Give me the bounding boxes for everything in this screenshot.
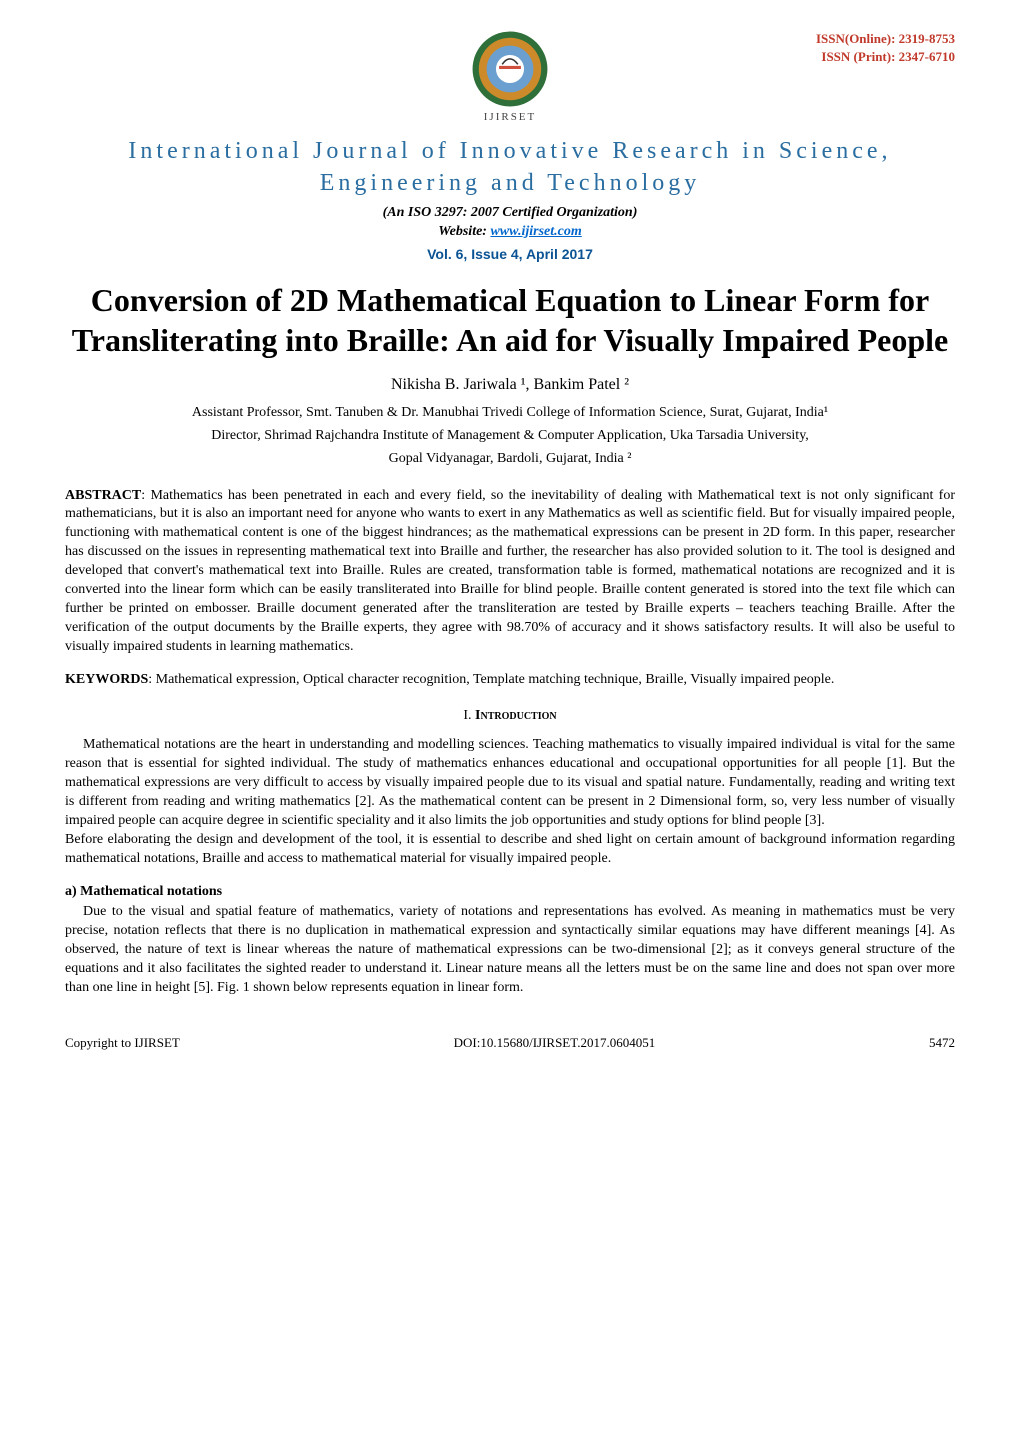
journal-name-line2: Engineering and Technology (65, 167, 955, 199)
keywords-text: : Mathematical expression, Optical chara… (148, 672, 834, 687)
website-link[interactable]: www.ijirset.com (490, 224, 581, 239)
section-heading-1: I. Introduction (65, 707, 955, 726)
keywords-label: KEYWORDS (65, 672, 148, 687)
logo-label: IJIRSET (471, 110, 549, 125)
keywords-paragraph: KEYWORDS: Mathematical expression, Optic… (65, 671, 955, 690)
page-footer: Copyright to IJIRSET DOI:10.15680/IJIRSE… (65, 1034, 955, 1052)
header-row: IJIRSET ISSN(Online): 2319-8753 ISSN (Pr… (65, 30, 955, 125)
journal-logo-icon (471, 30, 549, 108)
intro-paragraph-1: Mathematical notations are the heart in … (65, 736, 955, 830)
affiliation-3: Gopal Vidyanagar, Bardoli, Gujarat, Indi… (65, 450, 955, 469)
issn-block: ISSN(Online): 2319-8753 ISSN (Print): 23… (755, 30, 955, 65)
notations-paragraph: Due to the visual and spatial feature of… (65, 903, 955, 997)
intro-paragraph-2: Before elaborating the design and develo… (65, 831, 955, 869)
issn-print: ISSN (Print): 2347-6710 (755, 48, 955, 66)
affiliation-1: Assistant Professor, Smt. Tanuben & Dr. … (65, 404, 955, 423)
affiliation-2: Director, Shrimad Rajchandra Institute o… (65, 427, 955, 446)
volume-issue: Vol. 6, Issue 4, April 2017 (65, 245, 955, 264)
website-line: Website: www.ijirset.com (65, 223, 955, 242)
abstract-label: ABSTRACT (65, 488, 141, 503)
certification: (An ISO 3297: 2007 Certified Organizatio… (65, 204, 955, 223)
journal-name-line1: International Journal of Innovative Rese… (65, 135, 955, 167)
abstract-text: : Mathematics has been penetrated in eac… (65, 488, 955, 654)
footer-page-number: 5472 (929, 1034, 955, 1052)
subheading-a: a) Mathematical notations (65, 883, 955, 902)
abstract-paragraph: ABSTRACT: Mathematics has been penetrate… (65, 487, 955, 657)
website-label: Website: (438, 224, 490, 239)
logo-container: IJIRSET (471, 30, 549, 125)
authors: Nikisha B. Jariwala ¹, Bankim Patel ² (65, 374, 955, 396)
paper-title: Conversion of 2D Mathematical Equation t… (65, 280, 955, 360)
issn-online: ISSN(Online): 2319-8753 (755, 30, 955, 48)
section-title: Introduction (475, 708, 557, 723)
footer-copyright: Copyright to IJIRSET (65, 1034, 180, 1052)
footer-doi: DOI:10.15680/IJIRSET.2017.0604051 (454, 1034, 656, 1052)
section-number: I. (463, 708, 471, 723)
